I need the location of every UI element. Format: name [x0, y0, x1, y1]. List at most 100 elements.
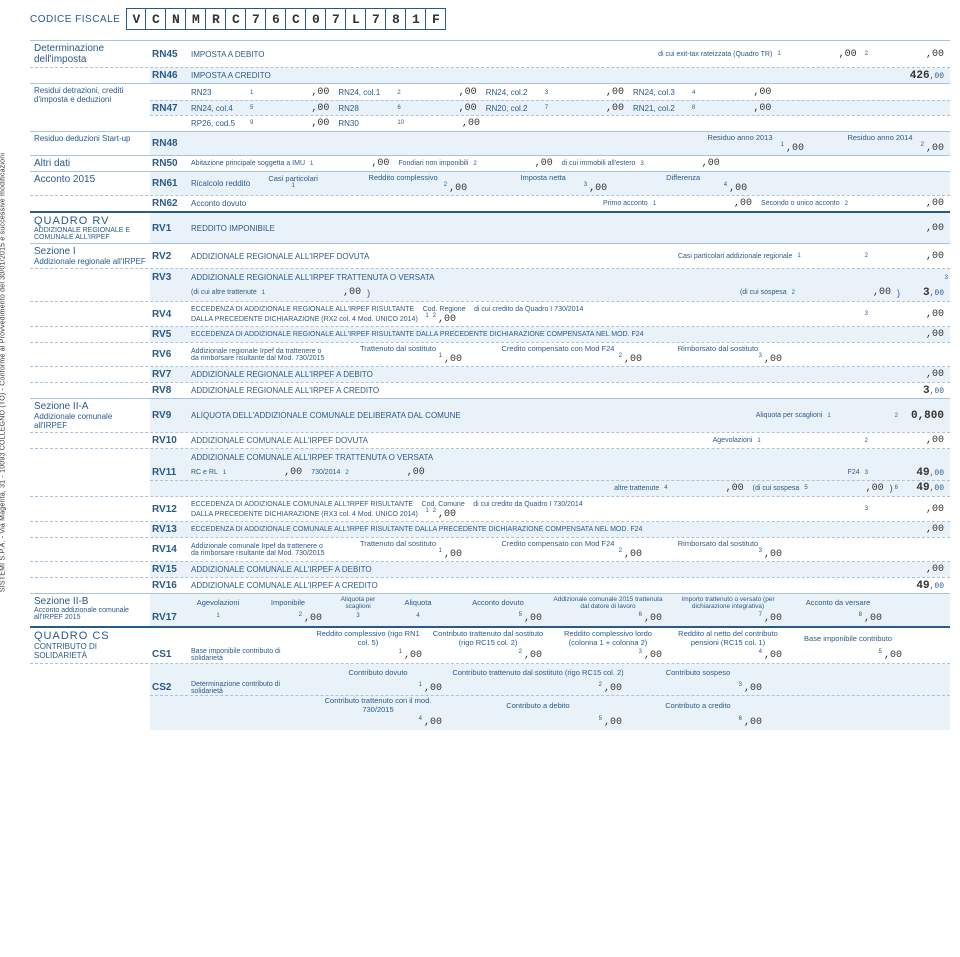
row-rv7: RV7 ADDIZIONALE REGIONALE ALL'IRPEF A DE… [30, 366, 950, 382]
code-rv15: RV15 [150, 564, 188, 575]
amount: ,00 [870, 524, 950, 535]
amount: ,00 [424, 683, 448, 694]
row-rn45: Determinazione dell'imposta RN45 IMPOSTA… [30, 40, 950, 67]
label: Cod. Comune [419, 501, 468, 508]
amount: ,00 [870, 369, 950, 380]
cf-char: N [166, 8, 186, 30]
label: Addizionale comunale all'IRPEF [34, 412, 146, 430]
amount: ,00 [604, 683, 628, 694]
label: ADDIZIONALE REGIONALE E COMUNALE ALL'IRP… [34, 227, 146, 241]
amount: ,00 [870, 435, 950, 446]
label: ADDIZIONALE COMUNALE ALL'IRPEF DOVUTA [188, 436, 371, 445]
header: Credito compensato con Mod F24 [468, 344, 648, 353]
label: ADDIZIONALE COMUNALE ALL'IRPEF TRATTENUT… [188, 453, 436, 462]
cf-char: F [426, 8, 446, 30]
row-rv17: Sezione II-BAcconto addizionale comunale… [30, 593, 950, 626]
code-rv5: RV5 [150, 329, 188, 340]
header: Base imponibile contributo [788, 634, 908, 643]
header: Contributo dovuto [308, 668, 448, 677]
amount: ,00 [406, 118, 486, 129]
code-cs1: CS1 [150, 649, 188, 660]
cf-char: L [346, 8, 366, 30]
code-rv12: RV12 [150, 504, 188, 515]
code-rv10: RV10 [150, 435, 188, 446]
amount: ,00 [403, 103, 483, 114]
label: DALLA PRECEDENTE DICHIARAZIONE (RX2 col.… [188, 316, 421, 323]
cf-char: C [226, 8, 246, 30]
header: Imponibile [248, 598, 328, 607]
code-rn62: RN62 [150, 198, 188, 209]
row-cs1: QUADRO CS CONTRIBUTO DI SOLIDARIETÀ Redd… [30, 626, 950, 663]
row-rv2: Sezione IAddizionale regionale all'IRPEF… [30, 243, 950, 268]
code-rn45: RN45 [150, 49, 188, 60]
cf-char: 7 [366, 8, 386, 30]
amount: ,00 [810, 483, 890, 494]
cf-char: 7 [246, 8, 266, 30]
amount: ,00 [670, 483, 750, 494]
amount: ,00 [697, 87, 777, 98]
header: Acconto da versare [788, 598, 888, 607]
label: Addizionale regionale Irpef da trattener… [188, 348, 328, 362]
amount: ,00 [479, 158, 559, 169]
amount: ,00 [524, 650, 548, 661]
label: Acconto dovuto [188, 199, 249, 208]
label: RN24, col.3 [630, 88, 690, 97]
header: Contributo trattenuto dal sostituto (rig… [448, 668, 628, 677]
amount: ,00 [351, 467, 431, 478]
label: ECCEDENZA DI ADDIZIONALE COMUNALE ALL'IR… [188, 526, 645, 533]
amount: ,00 [884, 650, 908, 661]
amount: ,00 [624, 549, 648, 560]
amount: ,00 [424, 717, 448, 728]
amount: ,00 [764, 549, 788, 560]
cf-char: 0 [306, 8, 326, 30]
label: ADDIZIONALE REGIONALE ALL'IRPEF A CREDIT… [188, 386, 382, 395]
label: (di cui sospesa [750, 485, 803, 492]
code-rv2: RV2 [150, 251, 188, 262]
label: ADDIZIONALE REGIONALE ALL'IRPEF TRATTENU… [188, 273, 438, 282]
row-rn48: Residuo deduzioni Start-up RN48 Residuo … [30, 131, 950, 155]
cf-char: V [126, 8, 146, 30]
code-rv7: RV7 [150, 369, 188, 380]
amount: ,00 [729, 183, 753, 194]
cf-char: C [286, 8, 306, 30]
label: Ricalcolo reddito [188, 179, 253, 188]
row-rn62: RN62 Acconto dovuto Primo acconto1,00 Se… [30, 195, 950, 211]
label: Cod. Regione [420, 306, 469, 313]
amount: ,00 [744, 717, 768, 728]
cf-char: C [146, 8, 166, 30]
label: Fondiari non imponibili [395, 160, 471, 167]
section-acc: Acconto 2015 [34, 174, 146, 185]
amount: ,00 [644, 613, 668, 624]
row-cs2: Contributo dovuto Contributo trattenuto … [30, 663, 950, 730]
label: ECCEDENZA DI ADDIZIONALE REGIONALE ALL'I… [188, 306, 417, 313]
label: ECCEDENZA DI ADDIZIONALE REGIONALE ALL'I… [188, 331, 647, 338]
header: Contributo trattenuto con il mod. 730/20… [308, 696, 448, 714]
header: Reddito complessivo lordo (colonna 1 + c… [548, 629, 668, 647]
code-rv3: RV3 [150, 272, 188, 283]
amount: ,00 [589, 183, 613, 194]
amount: ,00 [870, 223, 950, 234]
amount: ,00 [255, 103, 335, 114]
header: Contributo a debito [448, 701, 628, 710]
label: Abitazione principale soggetta a IMU [188, 160, 308, 167]
code-rv13: RV13 [150, 524, 188, 535]
label: Casi particolari addizionale regionale [675, 253, 795, 260]
code-rv16: RV16 [150, 580, 188, 591]
code-rn47: RN47 [150, 103, 188, 114]
label: ECCEDENZA DI ADDIZIONALE COMUNALE ALL'IR… [188, 501, 416, 508]
header: Rimborsato dal sostituto [648, 344, 788, 353]
label: ALIQUOTA DELL'ADDIZIONALE COMUNALE DELIB… [188, 411, 464, 420]
label: Addizionale comunale Irpef da trattenere… [188, 543, 328, 557]
label: Base imponibile contributo di solidariet… [188, 648, 308, 662]
header: Credito compensato con Mod F24 [468, 539, 648, 548]
header: Reddito complessivo [333, 173, 473, 182]
label: Aliquota per scaglioni [753, 412, 826, 419]
row-rv3: RV3 ADDIZIONALE REGIONALE ALL'IRPEF TRAT… [30, 268, 950, 301]
label: Secondo o unico acconto [758, 200, 843, 207]
label: RP26, cod.5 [188, 119, 248, 128]
code-rv4: RV4 [150, 309, 188, 320]
amount: ,00 [926, 143, 950, 154]
label: di cui credito da Quadro I 730/2014 [470, 501, 585, 508]
amount: ,00 [658, 198, 758, 209]
code-rn48: RN48 [150, 138, 188, 149]
